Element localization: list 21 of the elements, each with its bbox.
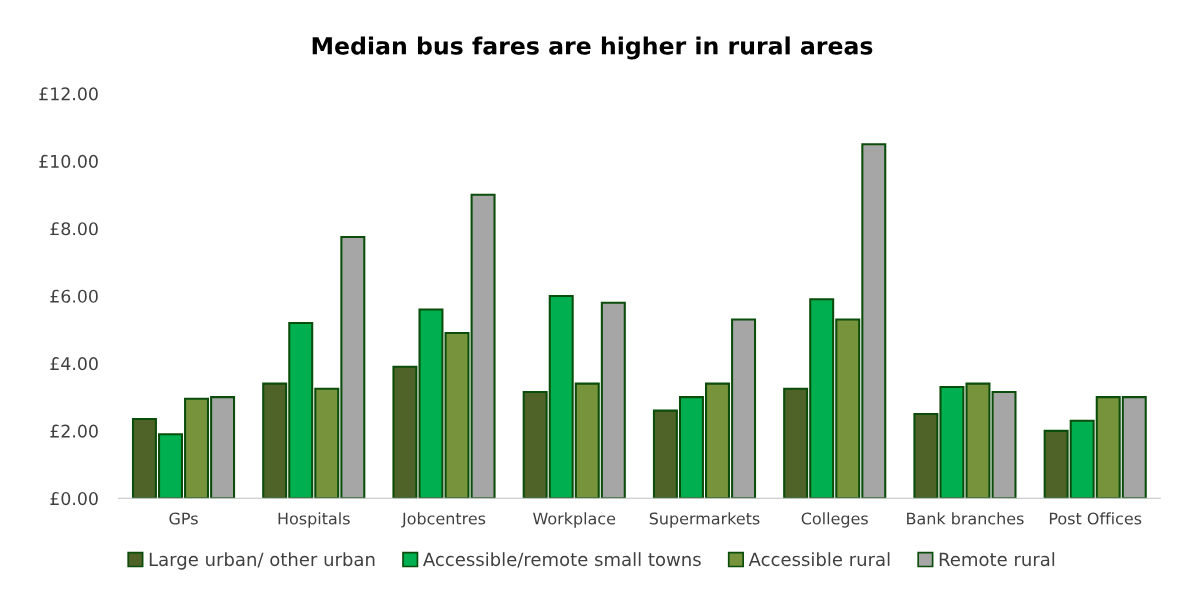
x-tick-label: Colleges — [801, 512, 868, 528]
x-tick-label: Jobcentres — [401, 512, 486, 528]
x-tick-label: Bank branches — [907, 512, 1024, 525]
x-tick-label: Hospitals — [278, 512, 350, 528]
bar — [991, 391, 1017, 499]
y-tick-label: £0.00 — [50, 492, 98, 506]
legend-label: Accessible rural — [748, 552, 890, 567]
x-tick-label: Supermarkets — [649, 512, 760, 528]
y-tick-label: £12.00 — [39, 87, 98, 101]
x-tick-label: GPs — [169, 512, 198, 525]
x-tick-label: Workplace — [533, 512, 616, 528]
y-tick-label: £10.00 — [39, 154, 98, 168]
legend-label: Accessible/remote small towns — [423, 552, 701, 568]
chart-title: Median bus fares are higher in rural areas — [312, 36, 873, 60]
y-tick-label: £8.00 — [50, 222, 98, 236]
x-tick-label: Post Offices — [1049, 512, 1142, 525]
y-tick-label: £2.00 — [50, 424, 98, 438]
legend-label: Large urban/ other urban — [149, 552, 375, 570]
y-tick-label: £4.00 — [50, 357, 98, 371]
legend-label: Remote rural — [939, 552, 1055, 567]
y-tick-label: £6.00 — [50, 289, 98, 303]
